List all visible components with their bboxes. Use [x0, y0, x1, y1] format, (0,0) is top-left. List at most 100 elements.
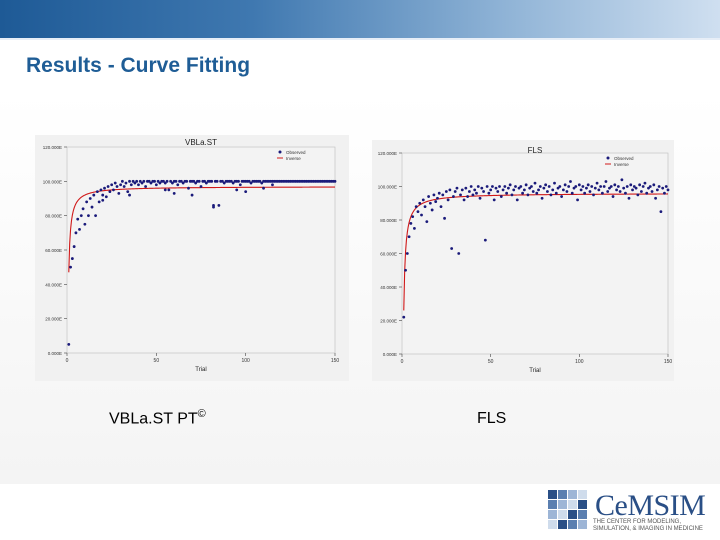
- fls-observed-point: [405, 252, 409, 255]
- fls-observed-point: [664, 185, 668, 188]
- fls-observed-point: [522, 188, 526, 192]
- vblast-observed-point: [90, 205, 94, 209]
- caption-vblast-text: VBLa.ST PT: [109, 410, 198, 428]
- fls-observed-point: [636, 193, 640, 197]
- vblast-observed-point: [103, 186, 106, 190]
- vblast-observed-point: [112, 188, 115, 192]
- fls-observed-point: [577, 183, 581, 187]
- fls-observed-point: [526, 193, 530, 197]
- vblast-observed-point: [169, 179, 173, 183]
- fls-observed-point: [404, 268, 407, 272]
- fls-observed-point: [606, 190, 610, 193]
- vblast-observed-point: [238, 183, 242, 187]
- fls-plot-area: [401, 152, 669, 355]
- fls-observed-point: [446, 198, 450, 202]
- logo-grid-cell: [548, 510, 557, 519]
- fls-observed-point: [460, 188, 464, 192]
- logo-grid-cell: [568, 520, 577, 529]
- fls-observed-point: [510, 193, 514, 197]
- vblast-observed-point: [172, 191, 176, 195]
- vblast-observed-point: [87, 214, 90, 218]
- vblast-observed-point: [110, 183, 114, 187]
- fls-observed-point: [437, 191, 441, 195]
- vblast-observed-point: [135, 179, 139, 183]
- fls-observed-point: [611, 195, 615, 198]
- fls-xtick-label: 0: [401, 359, 404, 365]
- fls-observed-point: [531, 190, 535, 193]
- logo-grid-cell: [568, 510, 577, 519]
- vblast-observed-point: [101, 198, 105, 202]
- vblast-observed-point: [92, 193, 96, 197]
- vblast-observed-point: [85, 200, 89, 204]
- fls-observed-point: [595, 181, 599, 185]
- fls-observed-point: [565, 190, 569, 193]
- vblast-observed-point: [179, 179, 183, 183]
- vblast-ytick-label: 100.000E: [43, 179, 62, 184]
- fls-observed-point: [553, 181, 556, 185]
- vblast-legend-observed-label: Observed: [286, 150, 306, 155]
- vblast-observed-point: [101, 193, 105, 197]
- fls-observed-point: [418, 201, 422, 205]
- fls-observed-point: [561, 188, 565, 192]
- vblast-observed-point: [106, 185, 110, 188]
- fls-observed-point: [574, 185, 578, 188]
- fls-observed-point: [585, 186, 588, 190]
- vblast-ytick-label: 120.000E: [43, 145, 62, 150]
- fls-observed-point: [608, 186, 611, 190]
- fls-observed-point: [471, 193, 475, 197]
- vblast-ytick-label: 40.000E: [45, 282, 62, 287]
- vblast-observed-point: [192, 179, 196, 183]
- fls-observed-point: [590, 185, 594, 188]
- fls-observed-point: [436, 196, 439, 200]
- fls-observed-point: [503, 185, 507, 188]
- vblast-observed-point: [163, 181, 167, 185]
- vblast-observed-point: [81, 207, 85, 211]
- fls-observed-point: [407, 235, 411, 239]
- fls-observed-point: [444, 190, 448, 193]
- fls-observed-point: [443, 216, 446, 220]
- vblast-observed-point: [126, 190, 130, 194]
- chart-fls: FLS 0.000E 20.000E 40.000E 60.000E 80.000E 100…: [372, 140, 674, 381]
- vblast-observed-point: [204, 181, 208, 185]
- vblast-observed-point: [128, 179, 131, 183]
- fls-xtick-label: 150: [664, 359, 673, 365]
- logo-grid-cell: [558, 520, 567, 529]
- header-divider: [0, 38, 720, 40]
- chart-vblast: VBLa.ST 0.000E 20.000E 40.000E 60.000E 80.000…: [35, 135, 349, 381]
- fls-observed-point: [622, 186, 626, 190]
- footer: [0, 484, 720, 540]
- vblast-observed-point: [78, 228, 81, 231]
- fls-observed-point: [413, 226, 416, 230]
- fls-observed-point: [657, 185, 661, 188]
- fls-observed-point: [647, 186, 650, 190]
- fls-observed-point: [650, 190, 654, 193]
- fls-observed-point: [528, 186, 532, 190]
- fls-observed-point: [455, 186, 459, 190]
- vblast-observed-point: [190, 193, 194, 197]
- fls-observed-point: [609, 185, 613, 188]
- fls-observed-point: [521, 191, 524, 195]
- fls-observed-point: [627, 196, 631, 200]
- vblast-ytick-label: 0.000E: [48, 351, 62, 356]
- copyright-mark: ©: [197, 408, 206, 420]
- fls-observed-point: [482, 190, 485, 193]
- fls-observed-point: [554, 191, 558, 195]
- vblast-observed-point: [99, 188, 103, 192]
- logo-grid-cell: [558, 490, 567, 499]
- fls-observed-point: [483, 238, 487, 242]
- fls-observed-point: [661, 186, 665, 190]
- vblast-observed-point: [83, 222, 87, 226]
- fls-observed-point: [466, 195, 470, 198]
- vblast-observed-point: [271, 183, 274, 187]
- fls-observed-point: [428, 201, 432, 205]
- fls-observed-point: [420, 213, 423, 217]
- vblast-observed-point: [120, 179, 124, 183]
- cemsim-logo-tagline: THE CENTER FOR MODELING, SIMULATION, & I…: [593, 519, 703, 532]
- fls-observed-point: [402, 315, 406, 319]
- fls-ytick-label: 20.000E: [380, 319, 397, 324]
- vblast-observed-point: [144, 185, 148, 188]
- vblast-observed-point: [156, 179, 160, 183]
- fls-ytick-label: 80.000E: [380, 218, 397, 223]
- fls-legend-observed-marker: [606, 156, 610, 160]
- fls-observed-point: [432, 193, 436, 197]
